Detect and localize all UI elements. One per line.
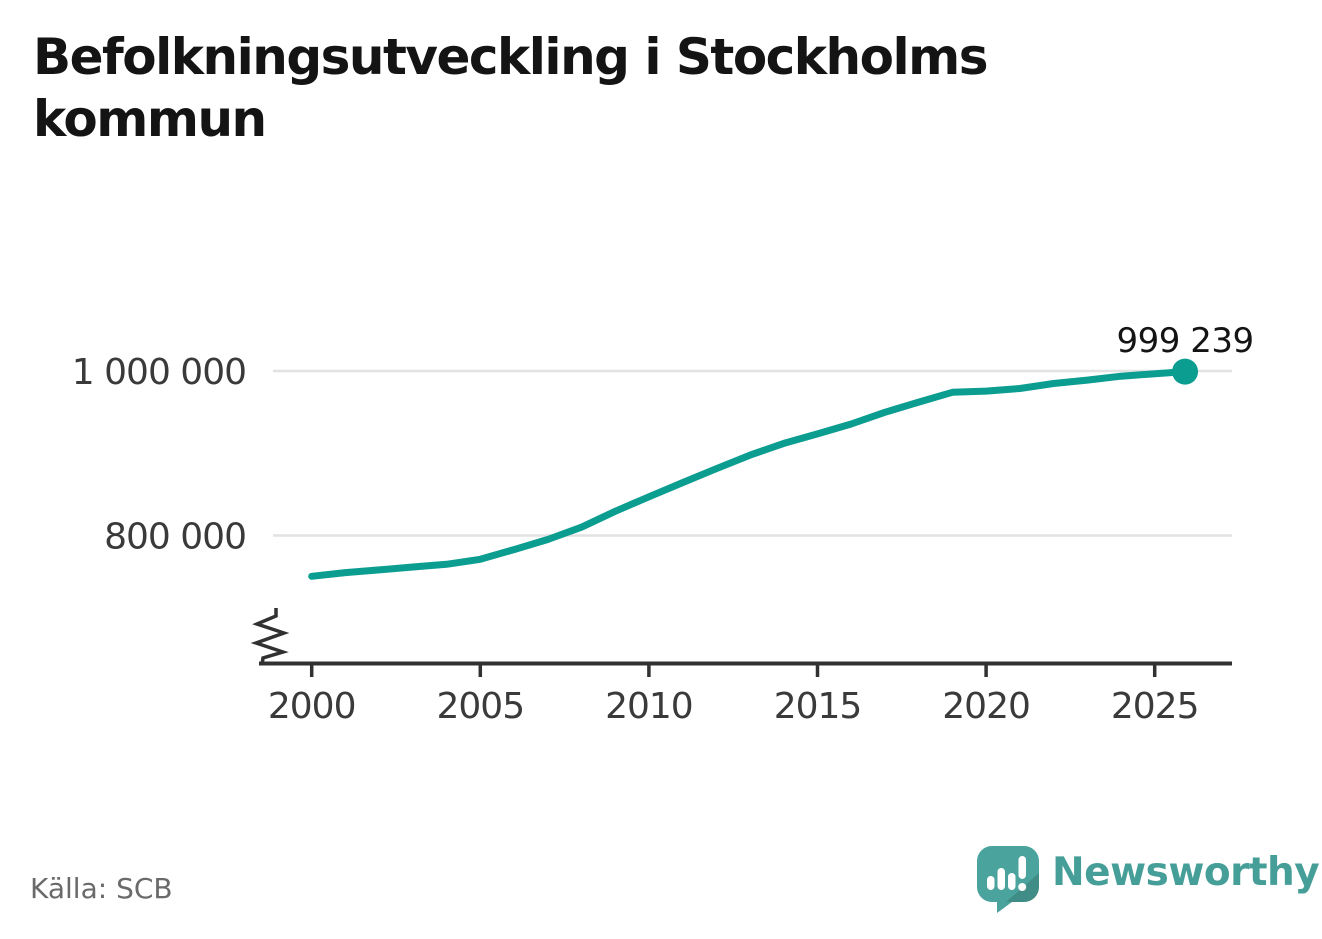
- x-axis-label-2020: 2020: [942, 686, 1030, 727]
- population-line-series: [308, 368, 1189, 580]
- latest-value-marker: [1172, 358, 1199, 385]
- latest-value-label: 999 239: [1116, 321, 1253, 361]
- x-axis-label-2025: 2025: [1111, 686, 1199, 727]
- bar-2: [997, 868, 1005, 890]
- newsworthy-logo: Newsworthy: [976, 845, 1320, 913]
- x-axis-label-2005: 2005: [436, 686, 524, 727]
- bar-3: [1008, 873, 1016, 890]
- bar-1: [987, 876, 995, 890]
- y-axis-label-1000000: 1 000 000: [72, 352, 246, 393]
- y-axis-label-800000: 800 000: [104, 517, 246, 558]
- exclamation-dot: [1018, 883, 1027, 891]
- exclamation-bar: [1018, 856, 1026, 879]
- x-axis-label-2000: 2000: [268, 686, 356, 727]
- y-axis-break-icon: [250, 608, 290, 666]
- page-title: Befolkningsutveckling i Stockholms kommu…: [33, 28, 989, 148]
- newsworthy-speech-bubble-chart-icon: [977, 846, 1039, 913]
- source-note: Källa: SCB: [30, 872, 173, 905]
- x-axis-label-2015: 2015: [774, 686, 862, 727]
- x-axis-label-2010: 2010: [605, 686, 693, 727]
- newsworthy-logo-text: Newsworthy: [1052, 850, 1320, 895]
